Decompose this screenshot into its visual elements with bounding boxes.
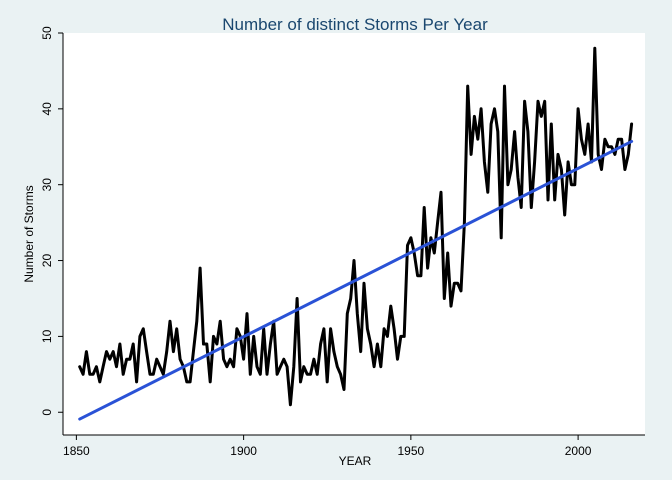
x-tick-label: 1900: [230, 444, 257, 458]
x-tick-label: 2000: [565, 444, 592, 458]
y-axis-title: Number of Storms: [22, 185, 36, 282]
y-tick-label: 30: [40, 178, 54, 192]
x-tick-label: 1950: [398, 444, 425, 458]
y-tick-label: 40: [40, 102, 54, 116]
storm-count-line: [78, 46, 634, 407]
y-tick-label: 10: [40, 329, 54, 343]
axes: 0 10 20 30 40 50 1850 1900 1950 2000: [40, 26, 645, 458]
x-axis-title: YEAR: [339, 454, 372, 468]
y-tick-label: 20: [40, 254, 54, 268]
y-tick-label: 0: [40, 409, 54, 416]
x-tick-label: 1850: [63, 444, 90, 458]
series-layer: [78, 46, 634, 421]
linear-fit-line: [78, 139, 634, 421]
y-tick-label: 50: [40, 26, 54, 40]
chart-title: Number of distinct Storms Per Year: [222, 15, 488, 34]
